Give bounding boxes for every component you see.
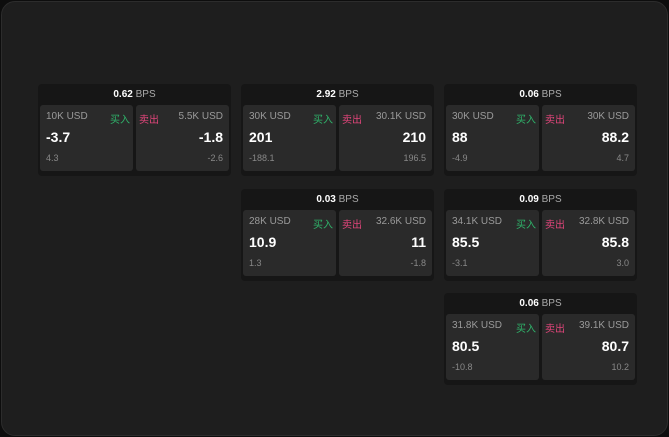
buy-price: 80.5 (452, 338, 480, 354)
spread-value: 0.06 (519, 89, 539, 100)
quote-card: 0.62 BPS 10K USD 买入 -3.7 4.3 卖出 5.5K USD… (38, 84, 231, 176)
sell-panel[interactable]: 卖出 30K USD 88.2 4.7 (542, 105, 635, 171)
sell-price: 88.2 (601, 129, 629, 145)
sell-change: 3.0 (616, 258, 629, 268)
sell-panel[interactable]: 卖出 39.1K USD 80.7 10.2 (542, 314, 635, 380)
sell-price: 11 (411, 234, 426, 250)
sell-size: 30K USD (587, 111, 629, 122)
buy-panel[interactable]: 31.8K USD 买入 80.5 -10.8 (446, 314, 539, 380)
sell-price: 210 (402, 129, 426, 145)
sell-label: 卖出 (342, 220, 362, 231)
buy-label: 买入 (516, 115, 536, 126)
sell-change: 4.7 (616, 153, 629, 163)
buy-price: 88 (452, 129, 468, 145)
quote-card: 0.09 BPS 34.1K USD 买入 85.5 -3.1 卖出 32.8K… (444, 189, 637, 281)
buy-size: 30K USD (452, 111, 494, 122)
sell-label: 卖出 (545, 115, 565, 126)
buy-label: 买入 (313, 115, 333, 126)
sell-size: 39.1K USD (578, 320, 629, 331)
spread-unit: BPS (338, 89, 359, 100)
buy-panel[interactable]: 10K USD 买入 -3.7 4.3 (40, 105, 133, 171)
buy-change: 4.3 (46, 153, 59, 163)
buy-size: 10K USD (46, 111, 88, 122)
sell-size: 32.8K USD (578, 216, 629, 227)
spread-header: 2.92 BPS (241, 84, 434, 105)
buy-price: 85.5 (452, 234, 480, 250)
spread-value: 0.09 (519, 194, 539, 205)
buy-price: -3.7 (46, 129, 71, 145)
buy-panel[interactable]: 34.1K USD 买入 85.5 -3.1 (446, 210, 539, 276)
spread-header: 0.03 BPS (241, 189, 434, 210)
spread-unit: BPS (338, 194, 359, 205)
spread-unit: BPS (541, 194, 562, 205)
spread-value: 0.62 (113, 89, 133, 100)
sell-change: -2.6 (207, 153, 223, 163)
buy-change: -3.1 (452, 258, 468, 268)
spread-unit: BPS (541, 89, 562, 100)
spread-value: 0.03 (316, 194, 336, 205)
buy-change: -4.9 (452, 153, 468, 163)
spread-header: 0.62 BPS (38, 84, 231, 105)
spread-unit: BPS (541, 298, 562, 309)
buy-change: 1.3 (249, 258, 262, 268)
buy-panel[interactable]: 30K USD 买入 201 -188.1 (243, 105, 336, 171)
sell-change: 10.2 (611, 362, 629, 372)
buy-price: 201 (249, 129, 273, 145)
buy-size: 28K USD (249, 216, 291, 227)
quote-card: 0.06 BPS 31.8K USD 买入 80.5 -10.8 卖出 39.1… (444, 293, 637, 385)
sell-panel[interactable]: 卖出 32.6K USD 11 -1.8 (339, 210, 432, 276)
buy-label: 买入 (110, 115, 130, 126)
spread-header: 0.06 BPS (444, 84, 637, 105)
spread-value: 2.92 (316, 89, 336, 100)
spread-header: 0.06 BPS (444, 293, 637, 314)
spread-unit: BPS (135, 89, 156, 100)
sell-panel[interactable]: 卖出 5.5K USD -1.8 -2.6 (136, 105, 229, 171)
sell-label: 卖出 (342, 115, 362, 126)
buy-size: 30K USD (249, 111, 291, 122)
sell-label: 卖出 (545, 324, 565, 335)
buy-change: -10.8 (452, 362, 473, 372)
sell-change: 196.5 (403, 153, 426, 163)
sell-size: 32.6K USD (375, 216, 426, 227)
buy-change: -188.1 (249, 153, 275, 163)
sell-change: -1.8 (410, 258, 426, 268)
sell-panel[interactable]: 卖出 30.1K USD 210 196.5 (339, 105, 432, 171)
sell-price: -1.8 (198, 129, 223, 145)
quote-card: 0.06 BPS 30K USD 买入 88 -4.9 卖出 30K USD 8… (444, 84, 637, 176)
buy-size: 31.8K USD (452, 320, 503, 331)
sell-size: 5.5K USD (178, 111, 223, 122)
buy-label: 买入 (516, 324, 536, 335)
buy-panel[interactable]: 28K USD 买入 10.9 1.3 (243, 210, 336, 276)
spread-value: 0.06 (519, 298, 539, 309)
sell-panel[interactable]: 卖出 32.8K USD 85.8 3.0 (542, 210, 635, 276)
sell-label: 卖出 (545, 220, 565, 231)
spread-header: 0.09 BPS (444, 189, 637, 210)
sell-label: 卖出 (139, 115, 159, 126)
sell-price: 85.8 (601, 234, 629, 250)
buy-size: 34.1K USD (452, 216, 503, 227)
buy-label: 买入 (516, 220, 536, 231)
sell-price: 80.7 (601, 338, 629, 354)
buy-label: 买入 (313, 220, 333, 231)
buy-price: 10.9 (249, 234, 277, 250)
quote-card: 2.92 BPS 30K USD 买入 201 -188.1 卖出 30.1K … (241, 84, 434, 176)
quote-card: 0.03 BPS 28K USD 买入 10.9 1.3 卖出 32.6K US… (241, 189, 434, 281)
sell-size: 30.1K USD (375, 111, 426, 122)
buy-panel[interactable]: 30K USD 买入 88 -4.9 (446, 105, 539, 171)
